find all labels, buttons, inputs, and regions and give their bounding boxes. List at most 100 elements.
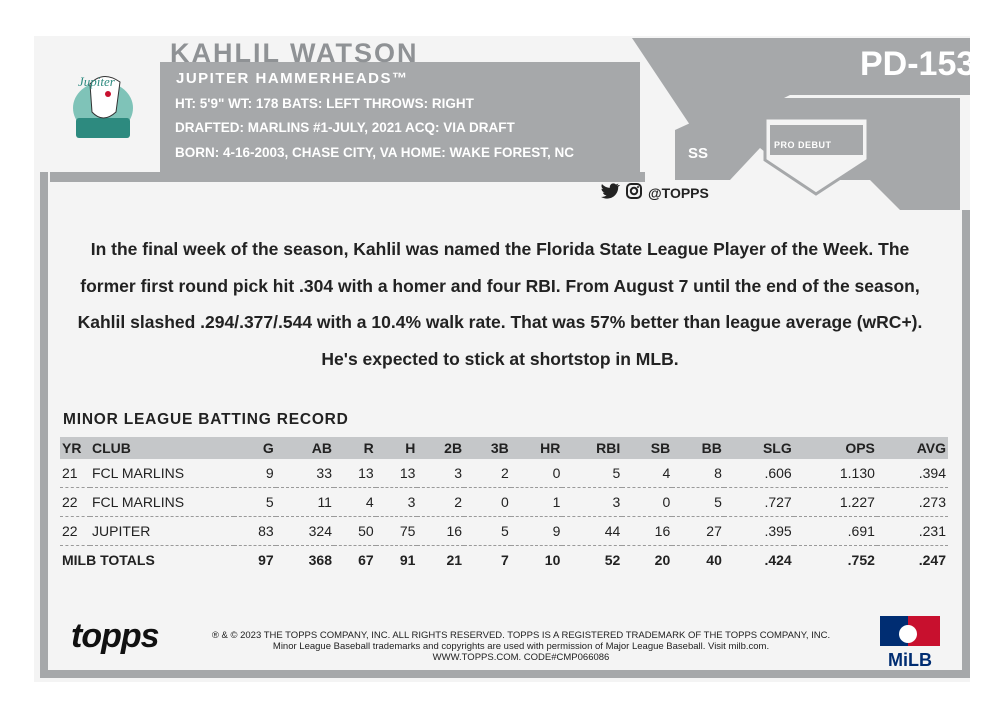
stats-cell: 5 <box>234 487 276 517</box>
stats-cell: 27 <box>672 516 724 546</box>
twitter-icon <box>600 183 620 202</box>
col-ab: AB <box>275 437 334 459</box>
team-logo: Jupiter <box>68 66 138 144</box>
player-blurb: In the final week of the season, Kahlil … <box>77 239 923 369</box>
stats-cell: 22 <box>60 516 90 546</box>
stats-cell: 4 <box>622 459 673 488</box>
legal-line-1: ® & © 2023 THE TOPPS COMPANY, INC. ALL R… <box>211 630 831 641</box>
svg-text:Jupiter: Jupiter <box>78 74 116 89</box>
stats-cell: .231 <box>876 516 948 546</box>
social-handle: @TOPPS <box>648 184 709 201</box>
bio-line-1: HT: 5'9" WT: 178 BATS: LEFT THROWS: RIGH… <box>175 96 474 111</box>
stats-cell: .395 <box>723 516 794 546</box>
position-label: SS <box>688 145 709 162</box>
svg-text:MiLB: MiLB <box>888 650 932 670</box>
stats-cell: 1 <box>510 487 563 517</box>
legal-text: ® & © 2023 THE TOPPS COMPANY, INC. ALL R… <box>196 630 846 663</box>
col-2b: 2B <box>417 437 465 459</box>
stats-cell: 3 <box>417 459 465 488</box>
stats-cell: 33 <box>275 459 334 488</box>
totals-cell: 67 <box>358 552 374 568</box>
instagram-icon <box>626 183 642 202</box>
stats-cell: 324 <box>275 516 334 546</box>
totals-cell: 52 <box>604 552 621 568</box>
stats-cell: 5 <box>464 516 511 546</box>
totals-cell: 368 <box>308 552 332 568</box>
stats-cell: 83 <box>234 516 276 546</box>
col-h: H <box>375 437 418 459</box>
legal-line-3: WWW.TOPPS.COM. CODE#CMP066086 <box>432 652 610 663</box>
totals-cell: 20 <box>654 552 671 568</box>
totals-cell: 21 <box>446 552 463 568</box>
stats-table: YR CLUB G AB R H 2B 3B HR RBI SB BB SLG … <box>60 437 948 574</box>
team-name: JUPITER HAMMERHEADS™ <box>176 70 409 87</box>
stats-cell: .691 <box>793 516 877 546</box>
col-bb: BB <box>672 437 724 459</box>
col-avg: AVG <box>876 437 948 459</box>
stats-cell: 2 <box>417 487 465 517</box>
player-name: KAHLIL WATSON <box>170 38 419 68</box>
stats-cell: 50 <box>333 516 376 546</box>
stats-cell: JUPITER <box>90 516 234 546</box>
topps-logo: topps <box>71 617 160 655</box>
col-g: G <box>234 437 276 459</box>
stats-cell: 3 <box>562 487 623 517</box>
stats-cell: 22 <box>60 487 90 517</box>
pro-debut-badge: PRO DEBUT <box>774 140 832 150</box>
stats-cell: 9 <box>234 459 276 488</box>
record-title: MINOR LEAGUE BATTING RECORD <box>63 411 349 428</box>
col-club: CLUB <box>90 437 234 459</box>
totals-cell: 40 <box>706 552 722 568</box>
totals-cell: 97 <box>258 552 274 568</box>
stats-cell: 44 <box>562 516 623 546</box>
stats-cell: 0 <box>464 487 511 517</box>
col-yr: YR <box>60 437 90 459</box>
totals-cell: 7 <box>500 552 509 568</box>
col-3b: 3B <box>464 437 511 459</box>
stats-cell: 9 <box>510 516 563 546</box>
stats-cell: 16 <box>622 516 673 546</box>
card-number: PD-153 <box>860 45 976 83</box>
stats-cell: 0 <box>510 459 563 488</box>
stats-cell: 16 <box>417 516 465 546</box>
legal-line-2: Minor League Baseball trademarks and cop… <box>272 641 770 652</box>
col-sb: SB <box>622 437 673 459</box>
stats-cell: 75 <box>375 516 418 546</box>
stats-row: 21 FCL MARLINS 9 33 13 13 3 2 0 5 4 8.606 1.130.394 <box>60 459 948 488</box>
totals-cell: 91 <box>399 552 416 568</box>
stats-cell: .394 <box>876 459 948 488</box>
totals-cell: MILB TOTALS <box>62 552 155 568</box>
bio-line-3: BORN: 4-16-2003, CHASE CITY, VA HOME: WA… <box>175 145 575 160</box>
stats-cell: .606 <box>723 459 794 488</box>
stats-cell: 13 <box>333 459 376 488</box>
totals-cell: .752 <box>847 552 875 568</box>
col-r: R <box>333 437 376 459</box>
social-row: @TOPPS <box>600 183 709 202</box>
stats-cell: 13 <box>375 459 418 488</box>
milb-logo: MiLB <box>878 614 942 670</box>
stats-cell: 21 <box>60 459 90 488</box>
totals-cell: 10 <box>544 552 561 568</box>
stats-cell: 3 <box>375 487 418 517</box>
stats-cell: .273 <box>876 487 948 517</box>
stats-row: 22 JUPITER 83 324 50 75 16 5 9 44 16 27.395.691.231 <box>60 516 948 546</box>
stats-cell: 11 <box>275 487 334 517</box>
stats-cell: FCL MARLINS <box>90 487 234 517</box>
stats-cell: 5 <box>672 487 724 517</box>
stats-row: 22 FCL MARLINS 5 11 4 3 2 0 1 3 0 5.727 1.227.273 <box>60 487 948 517</box>
stats-totals-row: MILB TOTALS 97 368 67 91 21 7 10 52 20 40 .424 .752.… <box>60 546 948 575</box>
col-hr: HR <box>510 437 563 459</box>
col-rbi: RBI <box>562 437 623 459</box>
stats-cell: FCL MARLINS <box>90 459 234 488</box>
col-ops: OPS <box>793 437 877 459</box>
stats-cell: 1.130 <box>793 459 877 488</box>
stats-cell: 2 <box>464 459 511 488</box>
totals-cell: .424 <box>764 552 792 568</box>
col-slg: SLG <box>723 437 794 459</box>
stats-cell: 0 <box>622 487 673 517</box>
stats-header-row: YR CLUB G AB R H 2B 3B HR RBI SB BB SLG … <box>60 437 948 459</box>
stats-cell: .727 <box>723 487 794 517</box>
bio-line-2: DRAFTED: MARLINS #1-JULY, 2021 ACQ: VIA … <box>175 120 515 135</box>
stats-cell: 1.227 <box>793 487 877 517</box>
